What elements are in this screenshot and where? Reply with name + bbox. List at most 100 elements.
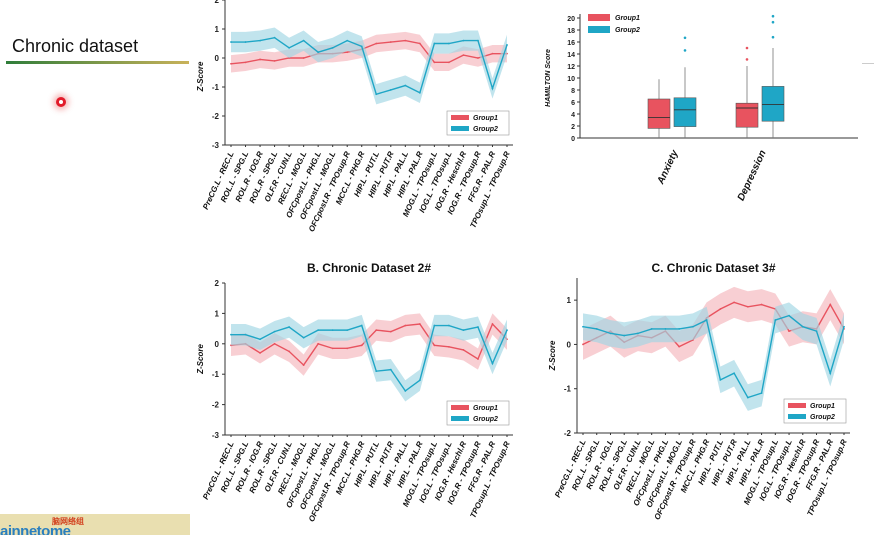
chart-title: B. Chronic Dataset 2# — [307, 261, 431, 275]
data-point — [288, 350, 291, 353]
data-point — [346, 329, 349, 332]
data-point — [317, 51, 320, 54]
data-point — [691, 325, 694, 328]
data-point — [389, 368, 392, 371]
data-point — [317, 342, 320, 345]
data-point — [506, 329, 508, 332]
series-band-group2 — [231, 27, 507, 105]
data-point — [404, 390, 407, 392]
data-point — [733, 372, 736, 375]
y-tick-label: -1 — [564, 385, 572, 394]
y-axis-title: Z-Score — [196, 344, 205, 375]
x-tick-label: Depression — [736, 149, 769, 203]
data-point — [462, 348, 465, 351]
data-point — [447, 61, 450, 64]
data-point — [477, 39, 479, 42]
data-point — [302, 336, 305, 339]
chart-legend: Group1 Group2 — [588, 14, 640, 34]
data-point — [360, 324, 363, 327]
data-point — [302, 364, 305, 366]
laser-pointer-icon — [56, 97, 66, 107]
data-point — [259, 58, 261, 61]
data-point — [462, 54, 465, 56]
y-tick-label: -2 — [212, 112, 220, 121]
y-tick-label: 0 — [567, 340, 572, 349]
data-point — [678, 345, 681, 348]
box-group1-anxiety — [647, 79, 671, 138]
outlier-point — [745, 46, 749, 50]
data-point — [491, 323, 494, 325]
line-chart-2: B. Chronic Dataset 2#-3-2-1012Z-ScorePre… — [196, 261, 513, 523]
legend-label-group1: Group1 — [615, 15, 640, 22]
legend-swatch-group2 — [451, 126, 469, 131]
series-band-group2 — [231, 314, 507, 402]
logo-cn-text: 脑网络组 — [52, 517, 84, 526]
data-point — [595, 328, 598, 330]
chart-legend: Group1 Group2 — [446, 110, 510, 136]
data-point — [582, 325, 584, 328]
box-iqr — [735, 102, 759, 128]
data-point — [389, 330, 392, 333]
slide-title: Chronic dataset — [12, 36, 139, 56]
data-point — [346, 51, 349, 54]
y-tick-label: 1 — [215, 309, 220, 318]
box-group2-depression — [761, 14, 785, 138]
data-point — [801, 325, 804, 328]
data-point — [843, 325, 845, 328]
data-point — [273, 36, 276, 39]
data-point — [404, 39, 407, 42]
data-point — [389, 89, 392, 91]
data-point — [609, 332, 612, 335]
y-tick-label: 10 — [567, 76, 575, 83]
data-point — [664, 328, 667, 330]
data-point — [433, 61, 436, 64]
legend-label-group2: Group2 — [473, 126, 498, 133]
legend-label-group1: Group1 — [810, 403, 835, 410]
y-tick-label: 2 — [215, 279, 220, 288]
data-point — [678, 328, 681, 330]
data-point — [760, 303, 763, 306]
box-group2-anxiety — [673, 36, 697, 138]
series-line-group1 — [230, 39, 507, 65]
box-chart: 0 2 4 6 8 10 12 14 16 18 20 HAMILTON Score Anxiety De… — [545, 14, 858, 203]
data-point — [375, 370, 378, 373]
data-point — [273, 330, 276, 333]
data-point — [447, 42, 450, 45]
y-tick-label: 0 — [571, 136, 575, 143]
box-iqr — [761, 86, 785, 122]
brainnetome-logo: 脑网络组 ainnetome — [0, 514, 190, 535]
chart-legend: Group1 Group2 — [446, 400, 510, 426]
y-axis-title: HAMILTON Score — [545, 49, 552, 107]
data-point — [491, 52, 494, 55]
data-point — [259, 338, 261, 341]
data-point — [623, 334, 626, 337]
data-point — [331, 46, 334, 49]
legend-swatch-group1 — [451, 405, 469, 410]
data-point — [244, 333, 247, 336]
outlier-point — [771, 20, 775, 24]
data-point — [719, 378, 722, 381]
legend-swatch-group2 — [588, 26, 610, 33]
data-point — [447, 324, 450, 327]
data-point — [788, 330, 790, 333]
data-point — [788, 314, 790, 317]
y-tick-label: -2 — [564, 429, 572, 438]
y-tick-label: 1 — [215, 25, 220, 34]
data-point — [433, 344, 436, 347]
series-line-group2 — [231, 36, 508, 96]
data-point — [375, 42, 378, 45]
data-point — [447, 345, 450, 348]
line-chart-3: C. Chronic Dataset 3#-2-101Z-ScorePreCG.… — [548, 261, 850, 521]
y-tick-label: -3 — [212, 141, 220, 150]
data-point — [760, 392, 763, 395]
legend-swatch-group1 — [451, 115, 469, 120]
outlier-point — [771, 35, 775, 39]
data-point — [815, 330, 818, 333]
y-tick-label: 0 — [215, 54, 220, 63]
data-point — [418, 91, 421, 94]
data-point — [477, 326, 479, 328]
data-point — [346, 39, 349, 42]
series-line-group2 — [582, 314, 845, 399]
legend-swatch-group2 — [788, 414, 806, 419]
data-point — [331, 329, 334, 332]
